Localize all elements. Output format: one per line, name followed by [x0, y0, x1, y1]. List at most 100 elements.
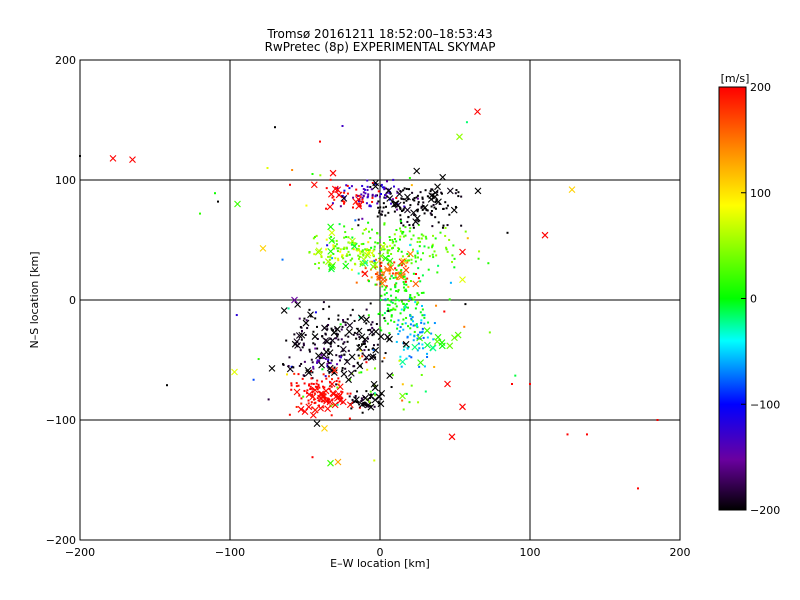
data-point-x — [352, 396, 360, 404]
data-point-dot — [432, 338, 435, 341]
data-point-dot — [337, 338, 340, 341]
data-point-dot — [320, 250, 323, 253]
data-point-dot — [377, 402, 380, 405]
data-point-dot — [384, 214, 387, 217]
data-point-dot — [302, 374, 305, 377]
data-point-dot — [417, 203, 420, 206]
data-point-dot — [385, 278, 388, 281]
data-point-dot — [393, 320, 396, 323]
data-point-dot — [315, 234, 318, 237]
data-point-dot — [371, 334, 374, 337]
data-point-dot — [380, 294, 383, 297]
data-point-dot — [432, 256, 435, 259]
data-point-dot — [310, 401, 313, 404]
data-point-dot — [422, 234, 425, 237]
data-point-x — [435, 198, 442, 206]
data-point-dot — [322, 385, 325, 388]
data-point-dot — [313, 253, 316, 256]
data-point-dot — [329, 362, 332, 365]
data-point-x — [336, 397, 344, 405]
data-point-dot — [343, 236, 346, 239]
data-point-dot — [344, 324, 347, 327]
data-point-x — [416, 334, 423, 342]
data-point-dot — [420, 321, 423, 324]
data-point-dot — [417, 333, 420, 336]
data-point-dot — [391, 200, 394, 203]
data-point-dot — [417, 267, 420, 270]
data-point-dot — [400, 269, 403, 272]
data-point-dot — [381, 285, 384, 288]
data-point-x — [454, 331, 462, 339]
data-point-dot — [360, 400, 363, 403]
data-point-x — [311, 386, 319, 394]
data-point-x — [384, 265, 391, 273]
data-point-dot — [367, 405, 370, 408]
data-point-x — [451, 334, 458, 342]
data-point-dot — [337, 247, 340, 250]
data-point-dot — [359, 252, 362, 255]
data-point-dot — [399, 214, 402, 217]
data-point-dot — [506, 231, 509, 234]
data-point-dot — [360, 397, 363, 400]
data-point-dot — [444, 234, 447, 237]
data-point-dot — [295, 385, 298, 388]
data-point-dot — [281, 258, 284, 261]
data-point-dot — [303, 382, 306, 385]
data-point-dot — [413, 199, 416, 202]
data-point-dot — [416, 301, 419, 304]
data-point-dot — [412, 339, 415, 342]
data-point-dot — [304, 333, 307, 336]
x-tick-label: −200 — [65, 546, 95, 559]
data-point-dot — [431, 243, 434, 246]
data-point-dot — [292, 366, 295, 369]
data-point-x — [362, 394, 369, 402]
data-point-dot — [394, 296, 397, 299]
data-point-dot — [429, 212, 432, 215]
data-point-dot — [358, 250, 361, 253]
data-point-dot — [348, 187, 351, 190]
chart-title: Tromsø 20161211 18:52:00–18:53:43 — [266, 27, 492, 41]
data-point-x — [446, 187, 454, 195]
data-point-dot — [324, 375, 327, 378]
data-point-dot — [409, 280, 412, 283]
data-point-x — [427, 196, 435, 203]
data-point-x — [335, 393, 343, 401]
data-point-dot — [314, 311, 317, 314]
data-point-x — [329, 337, 336, 344]
data-point-dot — [347, 250, 350, 253]
data-point-x — [364, 249, 372, 257]
data-point-dot — [373, 367, 376, 370]
data-point-dot — [322, 261, 325, 264]
data-point-dot — [411, 191, 414, 194]
data-point-dot — [330, 414, 333, 417]
data-point-dot — [453, 257, 456, 260]
data-point-dot — [417, 342, 420, 345]
data-point-dot — [418, 347, 421, 350]
data-point-dot — [394, 302, 397, 305]
data-point-dot — [331, 202, 334, 205]
data-point-dot — [297, 373, 300, 376]
data-point-dot — [334, 245, 337, 248]
data-point-dot — [343, 202, 346, 205]
data-point-dot — [417, 277, 420, 280]
data-point-dot — [338, 359, 341, 362]
y-tick-label: −200 — [46, 534, 76, 547]
data-point-dot — [314, 347, 317, 350]
data-point-dot — [422, 336, 425, 339]
data-point-dot — [382, 206, 385, 209]
colorbar-tick-label: −100 — [750, 398, 780, 411]
data-point-dot — [369, 186, 372, 189]
data-point-x — [386, 257, 394, 265]
data-point-dot — [398, 272, 401, 275]
data-point-x — [378, 280, 386, 287]
data-point-x — [310, 181, 318, 189]
data-point-x — [363, 316, 370, 324]
data-point-dot — [409, 294, 412, 297]
data-point-dot — [326, 397, 329, 400]
data-point-dot — [454, 205, 457, 208]
data-point-dot — [353, 365, 356, 368]
data-point-dot — [393, 261, 396, 264]
data-point-dot — [341, 254, 344, 257]
data-point-dot — [330, 405, 333, 408]
data-point-dot — [373, 405, 376, 408]
